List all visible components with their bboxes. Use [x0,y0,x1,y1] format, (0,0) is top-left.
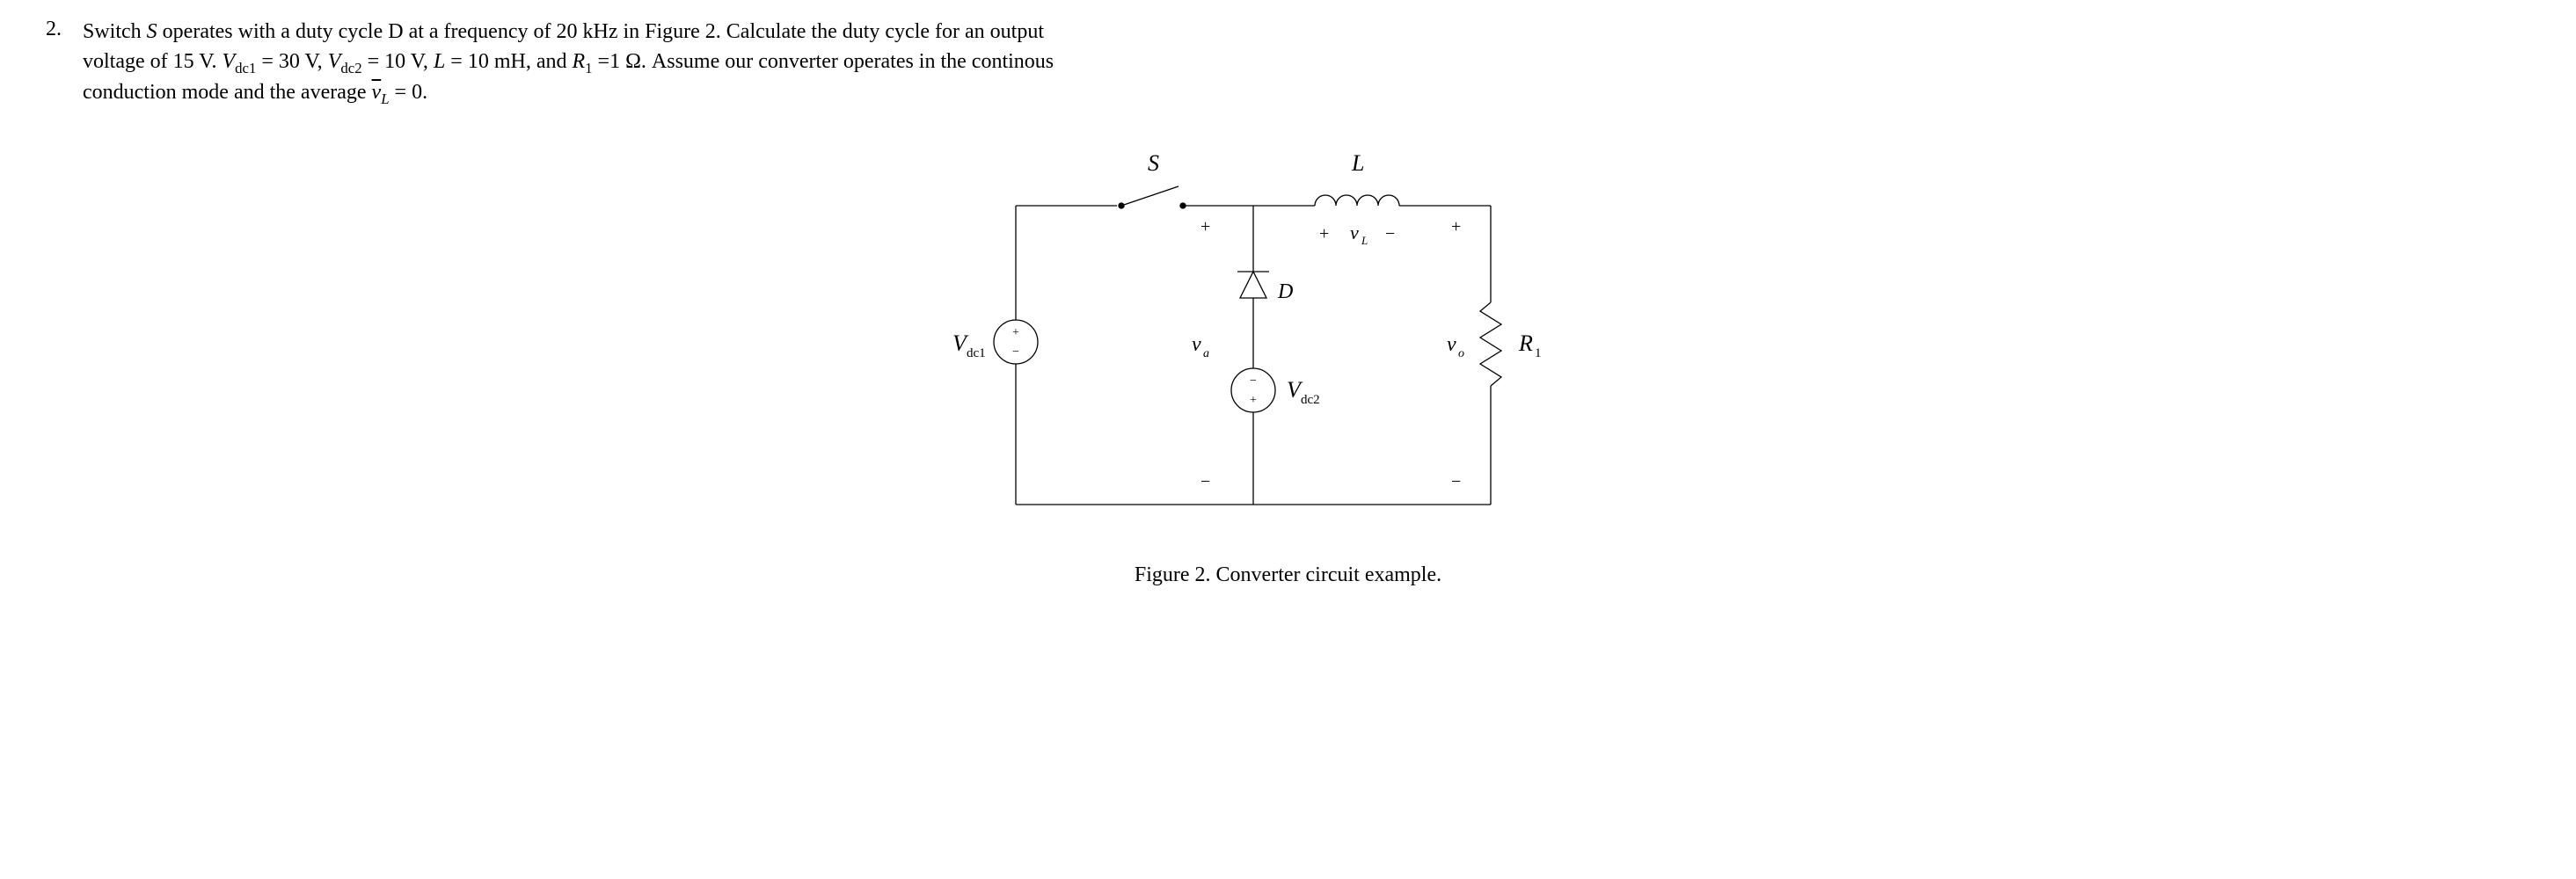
t2e: =1 Ω. Assume our converter operates in t… [593,50,1054,73]
vo-minus: − [1451,472,1461,491]
t2a: voltage of 15 V. [83,50,222,73]
label-vo-sub: o [1458,347,1464,360]
vL-minus: − [1385,224,1395,243]
t2vdc1sub: dc1 [235,59,256,76]
t3vLsub: L [381,91,389,107]
label-R1-sub: 1 [1535,346,1542,360]
t2R1sub: 1 [585,59,592,76]
label-vo: v [1447,333,1456,356]
label-D: D [1277,280,1293,303]
t1a: Switch [83,20,147,43]
t1b: operates with a duty cycle D at a freque… [157,20,1044,43]
t2c: = 10 V, [362,50,434,73]
t3vL: v [372,81,382,104]
label-vL-sub: L [1361,234,1368,247]
svg-text:+: + [1012,326,1019,339]
va-plus: + [1200,217,1210,236]
t2R1: R [572,50,585,73]
label-va-sub: a [1203,347,1209,360]
label-va: v [1192,333,1201,356]
problem-text: Switch S operates with a duty cycle D at… [83,18,2541,109]
label-Vdc1-sub: dc1 [967,346,986,360]
vo-plus: + [1451,217,1461,236]
label-L: L [1351,150,1364,176]
figure-caption: Figure 2. Converter circuit example. [35,563,2541,587]
svg-text:−: − [1250,374,1257,388]
label-S: S [1148,150,1159,176]
t2d: = 10 mH, and [445,50,572,73]
label-Vdc2-sub: dc2 [1301,393,1320,407]
vL-plus: + [1319,224,1329,243]
t2b: = 30 V, [256,50,327,73]
svg-text:+: + [1250,394,1257,407]
t3b: = 0. [390,81,428,104]
svg-text:−: − [1012,345,1019,359]
figure-area: + − − + [35,135,2541,587]
problem-number: 2. [35,18,62,41]
t2vdc2: V [328,50,341,73]
va-minus: − [1200,472,1210,491]
label-vL: v [1350,222,1359,243]
t1s: S [147,20,157,43]
t2vdc1: V [222,50,235,73]
label-R1: R [1518,331,1533,356]
t2vdc2sub: dc2 [340,59,361,76]
t3a: conduction mode and the average [83,81,372,104]
circuit-diagram: + − − + [928,135,1649,548]
t2L: L [434,50,445,73]
